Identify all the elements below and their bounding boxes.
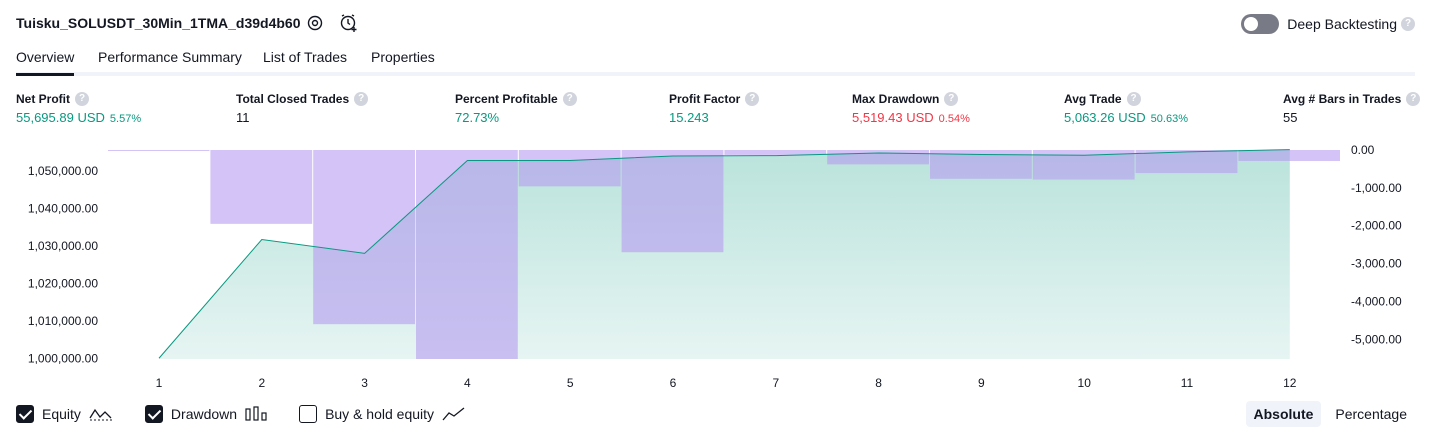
- help-icon[interactable]: ?: [354, 92, 369, 106]
- tab-list-of-trades[interactable]: List of Trades: [263, 49, 348, 65]
- right-axis-tick: -5,000.00: [1351, 332, 1402, 346]
- deep-backtesting-toggle[interactable]: [1241, 14, 1280, 34]
- stat-total-closed-trades: Total Closed Trades? 11: [236, 92, 369, 125]
- legend-label: Equity: [42, 406, 81, 422]
- legend-drawdown[interactable]: Drawdown: [144, 405, 267, 423]
- equity-wave-icon: [89, 406, 113, 422]
- stat-label: Percent Profitable: [455, 92, 558, 106]
- absolute-button[interactable]: Absolute: [1245, 401, 1322, 427]
- equity-checkbox[interactable]: [16, 405, 34, 423]
- stat-value: 55: [1283, 110, 1298, 125]
- deep-backtesting-control: Deep Backtesting ?: [1241, 13, 1415, 35]
- legend-label: Buy & hold equity: [325, 406, 435, 422]
- drawdown-bar: [518, 150, 621, 187]
- stat-value: 72.73%: [455, 110, 500, 125]
- drawdown-bar: [1135, 150, 1238, 174]
- x-axis-tick: 6: [670, 376, 677, 390]
- buy-hold-line-icon: [442, 406, 466, 422]
- drawdown-bar: [1238, 150, 1340, 161]
- chart-legend: Equity Drawdown Buy & hold equity: [16, 403, 498, 425]
- stat-label: Avg Trade: [1064, 92, 1122, 106]
- help-icon[interactable]: ?: [944, 92, 959, 106]
- stat-max-drawdown: Max Drawdown? 5,519.43 USD 0.54%: [852, 92, 970, 125]
- stat-percent: 50.63%: [1150, 113, 1188, 125]
- stat-value: 5,519.43 USD: [852, 110, 934, 125]
- strategy-title: Tuisku_SOLUSDT_30Min_1TMA_d39d4b60: [16, 15, 301, 31]
- equity-drawdown-chart[interactable]: 1,050,000.00 1,040,000.00 1,030,000.00 1,02…: [0, 140, 1431, 395]
- x-axis-tick: 9: [978, 376, 985, 390]
- help-icon[interactable]: ?: [1401, 17, 1415, 31]
- legend-equity[interactable]: Equity: [16, 405, 113, 423]
- stat-value: 5,063.26 USD: [1064, 110, 1146, 125]
- x-axis-tick: 10: [1078, 376, 1092, 390]
- drawdown-bar: [108, 150, 210, 151]
- drawdown-bar: [210, 150, 313, 224]
- stat-value: 15.243: [669, 110, 709, 125]
- deep-backtesting-label: Deep Backtesting: [1287, 16, 1397, 32]
- tab-overview[interactable]: Overview: [16, 49, 75, 76]
- add-alert-icon[interactable]: [339, 13, 359, 33]
- stat-label: Max Drawdown: [852, 92, 940, 106]
- stat-label: Profit Factor: [669, 92, 741, 106]
- x-axis-tick: 4: [464, 376, 471, 390]
- stat-percent: 5.57%: [109, 113, 142, 125]
- x-axis-tick: 12: [1283, 376, 1297, 390]
- tab-performance-summary[interactable]: Performance Summary: [98, 49, 242, 65]
- stat-value: 55,695.89 USD: [16, 110, 105, 125]
- left-axis-tick: 1,010,000.00: [28, 314, 98, 328]
- stats-row: Net Profit? 55,695.89 USD 5.57% Total Clo…: [0, 92, 1431, 132]
- drawdown-checkbox[interactable]: [144, 405, 163, 423]
- left-axis-tick: 1,020,000.00: [28, 276, 98, 290]
- strategy-header: Tuisku_SOLUSDT_30Min_1TMA_d39d4b60 Deep …: [0, 0, 1431, 46]
- drawdown-bar: [724, 150, 827, 155]
- stat-avg-trade: Avg Trade? 5,063.26 USD 50.63%: [1064, 92, 1188, 125]
- right-axis-tick: -2,000.00: [1351, 219, 1402, 233]
- stat-percent-profitable: Percent Profitable? 72.73%: [455, 92, 577, 125]
- x-axis-tick: 8: [875, 376, 882, 390]
- x-axis-tick: 11: [1181, 376, 1194, 390]
- left-axis-tick: 1,030,000.00: [28, 239, 98, 253]
- right-axis-tick: 0.00: [1351, 143, 1375, 157]
- stat-label: Net Profit: [16, 92, 70, 106]
- settings-icon[interactable]: [305, 13, 325, 33]
- drawdown-bar: [621, 150, 724, 253]
- stat-value: 11: [236, 110, 250, 125]
- stat-profit-factor: Profit Factor? 15.243: [669, 92, 760, 125]
- left-axis-tick: 1,040,000.00: [28, 201, 98, 215]
- x-axis-tick: 3: [361, 376, 368, 390]
- stat-percent: 0.54%: [938, 113, 970, 125]
- x-axis-tick: 7: [772, 376, 779, 390]
- stat-net-profit: Net Profit? 55,695.89 USD 5.57%: [16, 92, 141, 125]
- right-axis-tick: -3,000.00: [1351, 257, 1402, 271]
- equity-line: [158, 149, 1290, 359]
- left-axis-tick: 1,000,000.00: [28, 351, 98, 365]
- drawdown-bar: [827, 150, 929, 165]
- drawdown-bars-icon: [245, 406, 267, 422]
- stat-label: Total Closed Trades: [236, 92, 350, 106]
- help-icon[interactable]: ?: [1406, 92, 1421, 106]
- help-icon[interactable]: ?: [745, 92, 760, 106]
- drawdown-bar: [313, 150, 415, 325]
- buy-hold-checkbox[interactable]: [299, 405, 318, 423]
- drawdown-bar: [416, 150, 518, 359]
- legend-label: Drawdown: [170, 406, 238, 422]
- stat-avg-bars-in-trades: Avg # Bars in Trades? 55: [1283, 92, 1421, 125]
- stat-label: Avg # Bars in Trades: [1283, 92, 1402, 106]
- legend-buy-hold[interactable]: Buy & hold equity: [299, 405, 466, 423]
- right-axis-tick: -1,000.00: [1351, 181, 1402, 195]
- x-axis-tick: 5: [567, 376, 574, 390]
- help-icon[interactable]: ?: [1126, 92, 1141, 106]
- help-icon[interactable]: ?: [75, 92, 89, 106]
- x-axis-tick: 2: [258, 376, 265, 390]
- help-icon[interactable]: ?: [562, 92, 577, 106]
- left-axis-tick: 1,050,000.00: [28, 164, 98, 178]
- tab-bar: Overview Performance Summary List of Tra…: [16, 46, 1415, 76]
- value-mode-switch: Absolute Percentage: [1240, 401, 1416, 427]
- percentage-button[interactable]: Percentage: [1335, 406, 1407, 422]
- x-axis-tick: 1: [156, 376, 163, 390]
- right-axis-tick: -4,000.00: [1351, 294, 1402, 308]
- tab-properties[interactable]: Properties: [371, 49, 435, 65]
